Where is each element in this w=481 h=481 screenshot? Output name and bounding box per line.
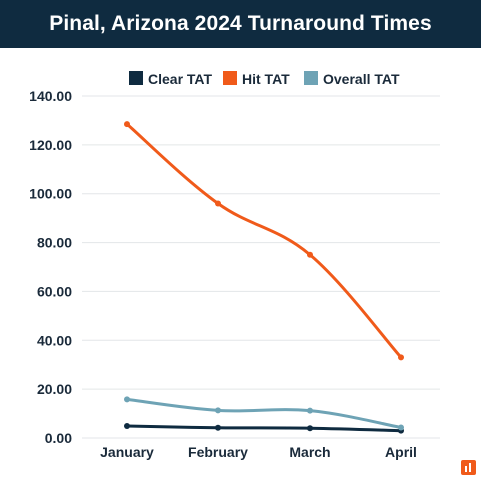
y-tick-label: 60.00 — [37, 283, 72, 299]
legend-swatch — [223, 71, 237, 85]
legend-swatch — [129, 71, 143, 85]
data-point-overall-tat — [398, 424, 404, 431]
legend-label: Clear TAT — [148, 71, 212, 87]
y-tick-label: 140.00 — [29, 88, 72, 104]
legend-swatch — [304, 71, 318, 85]
legend-label: Overall TAT — [323, 71, 400, 87]
chart-title: Pinal, Arizona 2024 Turnaround Times — [49, 12, 432, 35]
data-point-clear-tat — [215, 424, 221, 431]
data-point-hit-tat — [307, 251, 313, 258]
series-line-overall-tat — [125, 397, 403, 429]
data-point-hit-tat — [124, 121, 130, 128]
y-tick-label: 120.00 — [29, 137, 72, 153]
data-point-clear-tat — [124, 423, 130, 430]
data-point-overall-tat — [215, 407, 221, 414]
data-point-overall-tat — [124, 396, 130, 403]
series-line-clear-tat — [125, 424, 403, 433]
y-tick-label: 100.00 — [29, 186, 72, 202]
x-tick-label: February — [188, 444, 248, 460]
data-point-overall-tat — [307, 407, 313, 414]
data-point-hit-tat — [398, 354, 404, 361]
series-line-hit-tat — [125, 122, 403, 359]
y-tick-label: 80.00 — [37, 235, 72, 251]
y-tick-label: 40.00 — [37, 332, 72, 348]
gridlines — [82, 95, 440, 439]
y-tick-label: 0.00 — [45, 430, 72, 446]
x-axis: January February March April — [100, 444, 417, 460]
data-point-hit-tat — [215, 200, 221, 207]
x-tick-label: April — [385, 444, 417, 460]
y-axis: 0.00 20.00 40.00 60.00 80.00 100.00 120.00 140.… — [29, 88, 72, 446]
brand-logo-icon — [461, 460, 476, 475]
legend-label: Hit TAT — [242, 71, 290, 87]
legend: Clear TAT Hit TAT Overall TAT — [129, 71, 400, 87]
y-tick-label: 20.00 — [37, 381, 72, 397]
chart-header: Pinal, Arizona 2024 Turnaround Times — [0, 0, 481, 48]
x-tick-label: January — [100, 444, 154, 460]
x-tick-label: March — [289, 444, 330, 460]
series-group — [124, 121, 404, 434]
data-point-clear-tat — [307, 425, 313, 432]
